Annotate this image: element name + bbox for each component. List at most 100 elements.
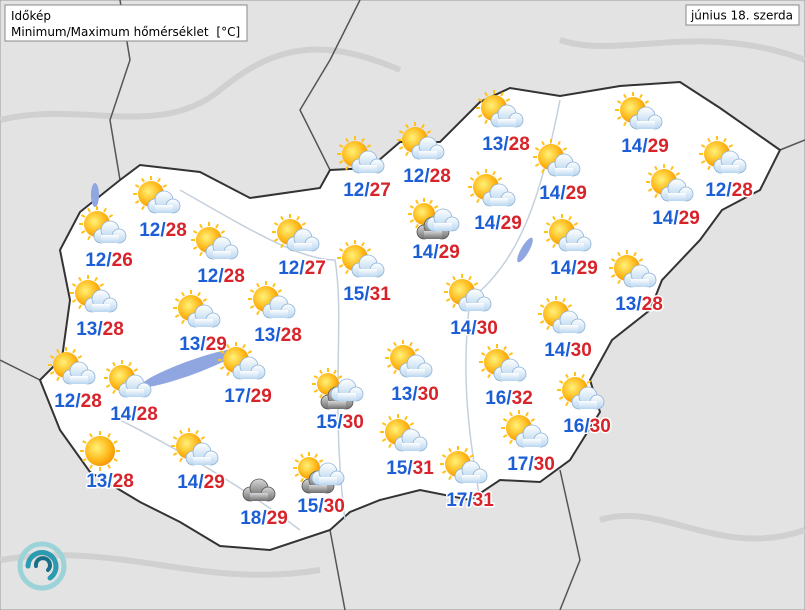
cloud-base: [126, 389, 144, 397]
separator: /: [131, 404, 137, 425]
sun-ray: [280, 215, 284, 221]
sun-ray: [415, 223, 419, 229]
cloud-base: [501, 373, 519, 381]
sun-ray: [80, 214, 86, 218]
sun-ray: [56, 376, 60, 382]
sun-ray: [675, 172, 681, 176]
sun-ray: [469, 454, 475, 458]
max-temp: 29: [648, 136, 669, 157]
max-temp: 30: [534, 454, 555, 475]
max-temp: 30: [324, 496, 345, 517]
sun-ray: [247, 350, 253, 354]
sun-ray: [546, 297, 550, 303]
min-temp: 12: [85, 250, 106, 271]
min-temp: 13: [179, 334, 200, 355]
temperature-label: 17/31: [446, 490, 494, 511]
sun-ray: [78, 276, 82, 282]
cloud: [552, 310, 586, 334]
weather-icon: [70, 275, 118, 313]
min-temp: 13: [391, 384, 412, 405]
max-temp: 29: [577, 258, 598, 279]
min-temp: 14: [412, 242, 434, 263]
cloud-base: [155, 205, 173, 213]
sun-ray: [421, 123, 425, 129]
cloud: [547, 153, 581, 177]
sun-ray: [409, 341, 413, 347]
sun-ray: [388, 443, 392, 449]
cloud: [629, 106, 663, 130]
sun-ray: [192, 230, 198, 234]
min-temp: 17: [446, 490, 467, 511]
sun-ray: [381, 438, 387, 442]
cloud-base: [560, 325, 578, 333]
sun-ray: [409, 422, 415, 426]
sun-ray: [388, 415, 392, 421]
sun-ray: [414, 348, 420, 352]
weather-icon: [533, 139, 581, 177]
temperature-label: 14/29: [652, 208, 700, 229]
max-temp: 27: [370, 180, 391, 201]
sun-ray: [503, 345, 507, 351]
cloud: [454, 460, 488, 484]
sun-ray: [409, 219, 415, 223]
separator: /: [275, 325, 281, 346]
sun-ray: [707, 165, 711, 171]
temperature-label: 17/30: [507, 454, 555, 475]
separator: /: [433, 242, 439, 263]
sun-ray: [56, 348, 60, 354]
sun-ray: [87, 207, 91, 213]
sun-ray: [77, 355, 83, 359]
sun-ray: [319, 369, 323, 375]
sun-ray: [610, 274, 616, 278]
max-temp: 32: [512, 388, 533, 409]
subtitle: Minimum/Maximum hőmérséklet: [11, 25, 209, 39]
sun-ray: [219, 350, 225, 354]
cloud-base: [555, 168, 573, 176]
unit: [°C]: [216, 25, 240, 39]
cloud: [205, 236, 239, 260]
weather-icon: [218, 342, 266, 380]
temperature-label: 17/29: [224, 386, 272, 407]
sun-ray: [469, 177, 475, 181]
sun-ray: [134, 184, 140, 188]
sun-ray: [361, 137, 365, 143]
sun-ray: [314, 453, 318, 459]
sun-ray: [476, 198, 480, 204]
sun-ray: [105, 384, 111, 388]
max-temp: 27: [305, 258, 326, 279]
sun-ray: [272, 282, 276, 288]
max-temp: 28: [137, 404, 158, 425]
sun-ray: [296, 215, 300, 221]
weather-icon: [501, 410, 549, 448]
temperature-label: 13/30: [391, 384, 439, 405]
min-temp: 14: [110, 404, 132, 425]
temperature-label: 15/30: [316, 412, 364, 433]
sun-ray: [492, 170, 496, 176]
sun-ray: [480, 368, 486, 372]
max-temp: 30: [418, 384, 439, 405]
sun-ray: [562, 297, 566, 303]
sun-ray: [277, 289, 283, 293]
weather-icon: [191, 222, 239, 260]
sun-ray: [112, 389, 116, 395]
sun-ray: [200, 436, 206, 440]
sun-ray: [487, 345, 491, 351]
sun-ray: [500, 91, 504, 97]
sun-ray: [87, 235, 91, 241]
max-temp: 29: [566, 183, 587, 204]
weather-icon: [646, 164, 694, 202]
max-temp: 30: [590, 416, 611, 437]
sun-ray: [565, 373, 569, 379]
separator: /: [160, 220, 166, 241]
temperature-label: 15/31: [343, 284, 391, 305]
cloud-base: [668, 193, 686, 201]
min-temp: 14: [550, 258, 572, 279]
min-temp: 14: [177, 472, 199, 493]
cloud-base: [402, 443, 420, 451]
max-temp: 30: [477, 318, 498, 339]
cloud-base: [424, 231, 442, 239]
sun-ray: [525, 411, 529, 417]
temperature-label: 13/28: [482, 134, 530, 155]
min-temp: 16: [485, 388, 506, 409]
sun-ray: [426, 130, 432, 134]
